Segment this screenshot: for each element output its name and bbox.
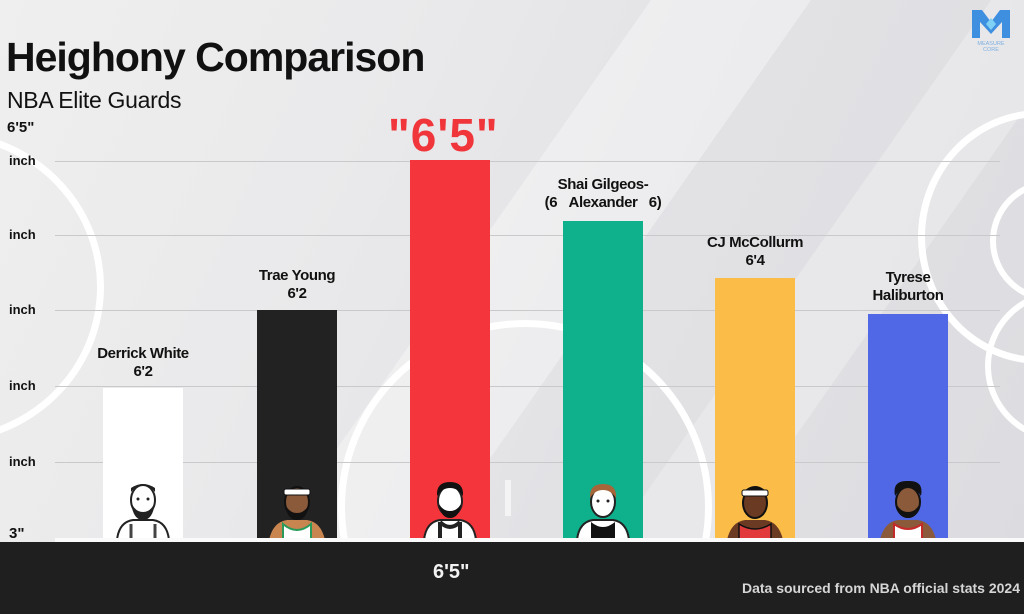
gridline (55, 310, 1000, 311)
bar-label-trae-young: Trae Young 6'2 (258, 267, 336, 302)
bar-derrick-white[interactable] (103, 388, 183, 540)
bar-shai-gilgeous-alexander[interactable] (563, 221, 643, 540)
player-avatar-icon (115, 484, 171, 540)
footer-bar (0, 542, 1024, 614)
logo-text: MEASURE CORE (977, 41, 1005, 53)
court-hash-mark (505, 480, 511, 516)
bar-tyrese-haliburton[interactable] (868, 314, 948, 540)
bar-label-shai-gilgeous-alexander: Shai Gilgeos- (6 Alexander 6) (513, 176, 693, 212)
x-axis-baseline (55, 538, 1024, 542)
brand-logo: MEASURE CORE (962, 6, 1020, 56)
y-axis-bottom-label: 3" (9, 525, 25, 542)
player-avatar-icon (269, 486, 325, 540)
bar-trae-young[interactable] (257, 310, 337, 540)
y-tick-label: inch (9, 378, 36, 393)
x-axis-label: 6'5" (433, 561, 470, 583)
data-source-note: Data sourced from NBA official stats 202… (741, 580, 1020, 596)
player-avatar-icon (575, 484, 631, 540)
bar-cj-mccollum[interactable] (715, 278, 795, 540)
bar-label-line2: (6 Alexander 6) (544, 194, 662, 211)
bar-highlighted[interactable] (410, 160, 490, 540)
bar-label-derrick-white: Derrick White 6'2 (97, 345, 189, 380)
chart-subtitle: NBA Elite Guards (7, 87, 182, 113)
y-tick-label: inch (9, 454, 36, 469)
player-avatar-icon (422, 482, 478, 540)
gridline (55, 462, 1000, 463)
player-avatar-icon (880, 480, 936, 540)
gridline (55, 161, 1000, 162)
court-circle-left (0, 130, 104, 444)
bar-label-tyrese-haliburton: Tyrese Haliburton (872, 269, 944, 304)
player-avatar-icon (727, 486, 783, 540)
bar-label-cj-mccollum: CJ McCollurm 6'4 (706, 234, 804, 269)
m-logo-icon (972, 10, 1010, 38)
gridline (55, 235, 1000, 236)
y-tick-label: inch (9, 227, 36, 242)
highlight-value-label: "6'5" (388, 109, 499, 161)
gridline (55, 386, 1000, 387)
chart-title: Heighony Comparison (6, 34, 425, 80)
y-axis-top-label: 6'5" (7, 119, 35, 136)
y-tick-label: inch (9, 153, 36, 168)
y-tick-label: inch (9, 302, 36, 317)
